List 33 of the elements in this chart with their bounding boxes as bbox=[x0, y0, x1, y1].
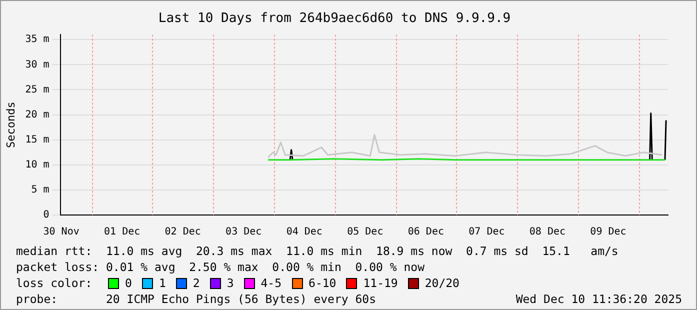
x-tick-label: 30 Nov bbox=[43, 226, 80, 238]
x-tick-label: 09 Dec bbox=[590, 226, 626, 238]
x-tick-label: 04 Dec bbox=[286, 226, 322, 238]
text: probe: 20 ICMP Echo Pings (56 Bytes) every 60s bbox=[16, 291, 376, 307]
text: Wed Dec 10 11:36:20 2025 bbox=[516, 291, 682, 307]
y-tick-label: 30 m bbox=[25, 59, 50, 70]
x-tick-label: 03 Dec bbox=[226, 226, 262, 238]
y-axis-title: Seconds bbox=[4, 102, 18, 148]
x-tick-label: 01 Dec bbox=[104, 226, 140, 238]
chart-title: Last 10 Days from 264b9aec6d60 to DNS 9.9.9.9 bbox=[158, 11, 511, 26]
x-tick-label: 06 Dec bbox=[408, 226, 444, 238]
x-tick-label: 05 Dec bbox=[347, 226, 384, 238]
x-tick-label: 08 Dec bbox=[529, 226, 566, 238]
y-tick-label: 15 m bbox=[25, 134, 50, 146]
text: 2 bbox=[192, 275, 200, 291]
text: 4-5 bbox=[260, 275, 282, 291]
text: 0 bbox=[125, 275, 132, 291]
text: 3 bbox=[226, 275, 234, 291]
text: loss color: bbox=[16, 275, 94, 291]
y-tick-label: 5 m bbox=[31, 184, 50, 196]
text: 1 bbox=[158, 275, 166, 291]
y-tick-label: 0 bbox=[43, 210, 50, 221]
y-tick-label: 10 m bbox=[25, 159, 50, 170]
text: 20/20 bbox=[424, 275, 460, 291]
text: 6-10 bbox=[308, 275, 336, 291]
y-tick-label: 25 m bbox=[25, 84, 50, 96]
y-tick-label: 20 m bbox=[25, 109, 50, 120]
x-tick-label: 07 Dec bbox=[468, 226, 505, 238]
x-tick-label: 02 Dec bbox=[164, 226, 201, 238]
text: 11-19 bbox=[363, 275, 398, 291]
text: median rtt: 11.0 ms avg 20.3 ms max 11.0 ms min 18.9 ms now 0.7 ms sd 15.1 am/s bbox=[16, 243, 620, 259]
y-tick-label: 35 m bbox=[25, 34, 50, 46]
text: packet loss: 0.01 % avg 2.50 % max 0.00 % min 0.00 % now bbox=[16, 259, 426, 275]
